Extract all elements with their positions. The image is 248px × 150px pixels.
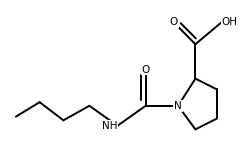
Text: N: N [174, 101, 182, 111]
Text: O: O [142, 64, 150, 75]
Text: O: O [170, 17, 178, 27]
Text: NH: NH [102, 121, 118, 131]
Text: OH: OH [221, 17, 237, 27]
